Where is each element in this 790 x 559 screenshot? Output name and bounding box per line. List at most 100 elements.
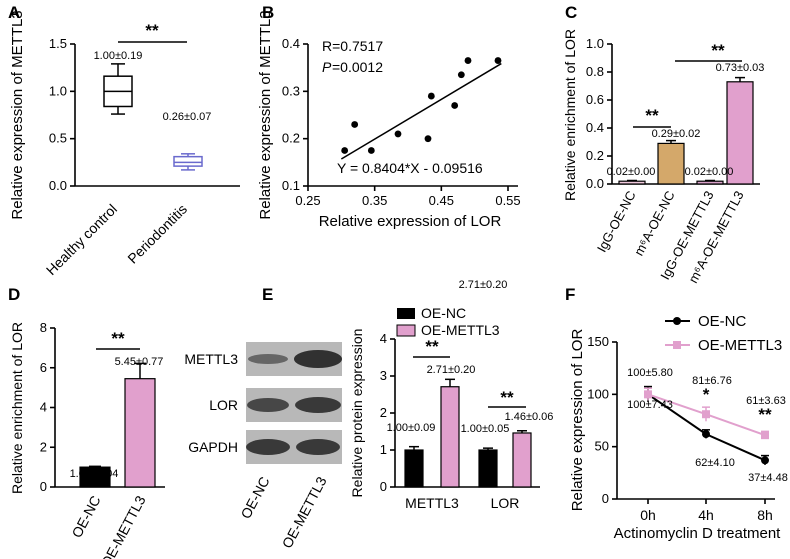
panel-f-data-label: 61±3.63 <box>746 395 786 407</box>
panel-f-significance-mark: ** <box>758 405 772 424</box>
panel-c-y-tick-label: 0.6 <box>586 92 604 107</box>
panel-e-band-lor-oe <box>295 397 341 413</box>
panel-e-blot-lane-label: OE-NC <box>237 474 272 521</box>
panel-c-y-tick-label: 0.4 <box>586 120 604 135</box>
panel-e-y-tick-label: 4 <box>380 331 387 346</box>
panel-a-y-tick-label: 0.5 <box>49 131 67 146</box>
panel-f-legend-marker-oe-nc <box>673 317 681 325</box>
panel-f-point-oe-mettl3 <box>702 410 710 419</box>
panel-e-x-tick-label: METTL3 <box>405 495 459 511</box>
panel-f-data-label: 81±6.76 <box>692 375 732 387</box>
panel-letter-f: F <box>565 285 575 304</box>
panel-b-x-tick-label: 0.25 <box>295 193 320 208</box>
panel-e-western-blot <box>246 342 342 464</box>
panel-f-point-oe-nc <box>702 430 710 439</box>
panel-a-significance-mark: ** <box>145 21 159 40</box>
panel-e-legend-swatch-oe-mettl3 <box>396 324 416 337</box>
panel-c-bar <box>696 180 724 185</box>
panel-b-x-tick-label: 0.35 <box>362 193 387 208</box>
panel-b-x-axis-title: Relative expression of LOR <box>319 213 502 230</box>
panel-b-scatter-point <box>427 92 435 100</box>
panel-e-data-label: 1.00±0.05 <box>461 423 510 435</box>
panel-b-scatter-point <box>394 130 402 138</box>
panel-e-band-lor-nc <box>247 398 289 412</box>
panel-d-bar <box>124 378 156 488</box>
panel-a-data-label: 0.26±0.07 <box>163 111 212 123</box>
panel-b-x-tick-label: 0.55 <box>495 193 520 208</box>
panel-d-x-tick-label: OE-METTL3 <box>98 493 149 559</box>
panel-c-bar <box>657 142 685 185</box>
panel-c-bar <box>726 81 754 185</box>
panel-b-scatter-point <box>367 147 375 154</box>
panel-a-y-axis-title: Relative expression of METTL3 <box>9 10 26 219</box>
panel-c-y-tick-label: 0.0 <box>586 176 604 191</box>
panel-d-x-tick-label: OE-NC <box>68 493 103 540</box>
panel-b-scatter-point <box>341 147 349 154</box>
panel-a-data-label: 1.00±0.19 <box>94 50 143 62</box>
panel-a-y-tick-label: 0.0 <box>49 178 67 193</box>
panel-d-y-tick-label: 4 <box>40 400 47 415</box>
panel-c-y-tick-label: 0.8 <box>586 64 604 79</box>
panel-b-p-symbol: P <box>322 59 332 75</box>
panel-letter-d: D <box>8 285 20 304</box>
panel-f-data-label: 100±7.43 <box>627 399 673 411</box>
panel-b-y-axis-title: Relative expression of METTL3 <box>257 10 274 219</box>
panel-b-scatter-point <box>464 57 472 64</box>
panel-e-band-mettl3-oe <box>294 350 342 368</box>
panel-e-stray-label: 2.71±0.20 <box>459 279 508 291</box>
panel-a-y-tick-label: 1.0 <box>49 83 67 98</box>
panel-c-data-label: 0.29±0.02 <box>652 128 701 140</box>
panel-d-data-label: 1.00±0.04 <box>70 468 119 480</box>
panel-b-scatter-point <box>451 102 459 109</box>
panel-f-x-axis-title: Actinomyclin D treatment <box>614 525 782 542</box>
panel-d-y-tick-label: 2 <box>40 439 47 454</box>
panel-f-point-oe-mettl3 <box>644 390 652 399</box>
panel-f-data-label: 100±5.80 <box>627 367 673 379</box>
panel-e-blot-row-label: GAPDH <box>188 439 238 455</box>
panel-b-y-tick-label: 0.4 <box>282 36 300 51</box>
panel-b-r-value: R=0.7517 <box>322 38 383 54</box>
panel-e-y-tick-label: 2 <box>380 405 387 420</box>
panel-b-scatter-point <box>351 121 359 128</box>
panel-b-regression-line <box>340 62 502 160</box>
panel-b-scatter-point <box>457 71 465 79</box>
panel-c-data-label: 0.02±0.00 <box>685 166 734 178</box>
panel-e-significance-mark: ** <box>425 337 439 356</box>
panel-c-x-tick-label: IgG-OE-NC <box>594 188 639 254</box>
panel-e-significance-mark: ** <box>500 388 514 407</box>
panel-e-band-mettl3-nc <box>248 354 288 364</box>
panel-e-band-gapdh-oe <box>296 439 340 455</box>
panel-f-y-tick-label: 100 <box>587 386 609 401</box>
panel-c-data-label: 0.73±0.03 <box>716 62 765 74</box>
panel-f-legend-label: OE-NC <box>698 313 747 330</box>
panel-c-y-tick-label: 1.0 <box>586 36 604 51</box>
panel-f-x-tick-label: 4h <box>698 507 714 523</box>
panel-c-significance-mark: ** <box>645 106 659 125</box>
panel-e-blot-lane-label: OE-METTL3 <box>279 474 330 551</box>
panel-c-bar <box>618 180 646 185</box>
panel-e-bar <box>404 449 424 488</box>
panel-f-x-tick-label: 8h <box>757 507 773 523</box>
panel-e-data-label: 2.71±0.20 <box>427 364 476 376</box>
panel-f-x-tick-label: 0h <box>640 507 656 523</box>
panel-f-data-label: 37±4.48 <box>748 472 788 484</box>
panel-d-y-tick-label: 8 <box>40 320 47 335</box>
panel-f-y-tick-label: 0 <box>602 491 609 506</box>
panel-a-x-tick-label: Periodontitis <box>124 201 190 267</box>
panel-c-y-axis-title: Relative enrichment of LOR <box>562 29 578 201</box>
panel-d-y-tick-label: 6 <box>40 360 47 375</box>
panel-f-y-tick-label: 150 <box>587 334 609 349</box>
panel-e-x-tick-label: LOR <box>491 495 520 511</box>
panel-b-y-tick-label: 0.1 <box>282 178 300 193</box>
panel-d-significance-mark: ** <box>111 329 125 348</box>
panel-b-regression-equation: Y = 0.8404*X - 0.09516 <box>337 160 483 176</box>
panel-e-y-tick-label: 0 <box>380 479 387 494</box>
panel-letter-c: C <box>565 3 577 22</box>
panel-e-legend-swatch-oe-nc <box>397 308 415 319</box>
panel-letter-b: B <box>262 3 274 22</box>
panel-d-data-label: 5.45±0.77 <box>115 356 164 368</box>
panel-b-x-tick-label: 0.45 <box>429 193 454 208</box>
panel-letter-a: A <box>8 3 20 22</box>
panel-f-point-oe-nc <box>761 456 769 465</box>
